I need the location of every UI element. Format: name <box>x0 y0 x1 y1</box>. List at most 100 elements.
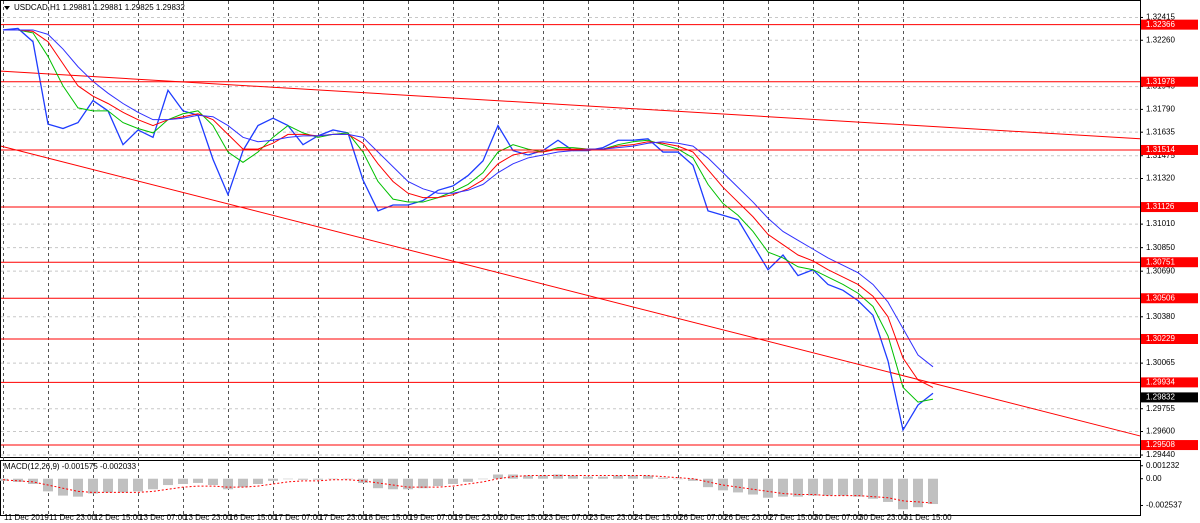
y-tick-label: 1.30690 <box>1146 266 1175 275</box>
macd-bar <box>118 478 128 493</box>
y-tick-label: 0.00 <box>1146 474 1162 483</box>
level-label: 1.30506 <box>1146 293 1175 302</box>
macd-bar <box>148 478 158 490</box>
chart-title: USDCAD,H1 1.29881 1.29881 1.29825 1.2983… <box>14 3 185 12</box>
y-tick-label: 1.29755 <box>1146 404 1175 413</box>
level-label: 1.30751 <box>1146 257 1175 266</box>
macd-bar <box>373 478 383 489</box>
macd-bar <box>103 478 113 493</box>
trend-line <box>0 70 1141 140</box>
x-tick-label: 18 Dec 15:00 <box>364 513 412 522</box>
price-line <box>3 29 934 368</box>
macd-bar <box>538 475 548 479</box>
macd-bar <box>283 478 293 480</box>
macd-bar <box>778 478 788 497</box>
y-tick-label: 1.29600 <box>1146 427 1175 436</box>
macd-bar <box>628 475 638 479</box>
macd-bar <box>748 478 758 495</box>
x-tick-label: 13 Dec 23:00 <box>184 513 232 522</box>
macd-bar <box>853 478 863 497</box>
macd-bar <box>388 478 398 490</box>
macd-bar <box>238 478 248 488</box>
signal-line <box>2 475 934 504</box>
y-tick-label: 1.30850 <box>1146 243 1175 252</box>
macd-bar <box>88 478 98 494</box>
macd-bar <box>73 478 83 497</box>
macd-bar <box>823 478 833 496</box>
menu-arrow[interactable] <box>4 6 10 10</box>
macd-bar <box>253 478 263 484</box>
level-label-bg <box>1141 76 1198 87</box>
macd-bar <box>898 478 908 510</box>
macd-bar <box>688 478 698 481</box>
macd-bar <box>478 478 488 480</box>
macd-bar <box>583 476 593 479</box>
macd-bar <box>658 477 668 479</box>
y-tick-label: 1.30065 <box>1146 358 1175 367</box>
x-tick-label: 30 Dec 07:00 <box>814 513 862 522</box>
x-tick-label: 17 Dec 07:00 <box>274 513 322 522</box>
current-price-label: 1.29832 <box>1146 393 1175 402</box>
trend-line <box>0 145 1141 437</box>
macd-bar <box>763 478 773 498</box>
x-tick-label: 23 Dec 23:00 <box>589 513 637 522</box>
price-line <box>3 29 934 388</box>
macd-bar <box>718 478 728 491</box>
x-tick-label: 26 Dec 07:00 <box>679 513 727 522</box>
macd-bar <box>13 478 23 482</box>
x-tick-label: 27 Dec 15:00 <box>769 513 817 522</box>
level-label-bg <box>1141 377 1198 388</box>
macd-bar <box>868 478 878 499</box>
level-label-bg <box>1141 333 1198 344</box>
macd-bar <box>58 478 68 496</box>
macd-bar <box>28 478 38 484</box>
price-line <box>3 29 934 403</box>
macd-bar <box>643 475 653 479</box>
macd-frame <box>0 460 1141 516</box>
current-price-bg <box>1141 392 1198 403</box>
x-tick-label: 19 Dec 07:00 <box>409 513 457 522</box>
level-label-bg <box>1141 257 1198 268</box>
macd-bar <box>808 478 818 496</box>
x-tick-label: 19 Dec 23:00 <box>454 513 502 522</box>
y-tick-label: 1.31635 <box>1146 127 1175 136</box>
macd-bar <box>703 478 713 488</box>
macd-bar <box>268 478 278 481</box>
y-tick-label: 1.31475 <box>1146 151 1175 160</box>
y-tick-label: 1.30380 <box>1146 312 1175 321</box>
x-tick-label: 17 Dec 23:00 <box>319 513 367 522</box>
y-tick-label: 1.31320 <box>1146 174 1175 183</box>
macd-bar <box>343 478 353 480</box>
level-label: 1.29508 <box>1146 440 1175 449</box>
macd-bar <box>568 475 578 479</box>
x-tick-label: 24 Dec 15:00 <box>634 513 682 522</box>
macd-bar <box>163 478 173 486</box>
macd-bar <box>448 478 458 484</box>
level-label-bg <box>1141 144 1198 155</box>
macd-bar <box>493 474 503 479</box>
y-tick-label: 1.29440 <box>1146 450 1175 459</box>
level-label: 1.31126 <box>1146 202 1175 211</box>
macd-bar <box>433 478 443 487</box>
macd-bar <box>418 478 428 489</box>
x-tick-label: 20 Dec 15:00 <box>499 513 547 522</box>
macd-bar <box>523 475 533 479</box>
macd-bar <box>403 478 413 490</box>
level-label: 1.31514 <box>1146 145 1175 154</box>
y-tick-label: 0.001232 <box>1146 461 1180 470</box>
y-tick-label: 1.31790 <box>1146 104 1175 113</box>
x-tick-label: 23 Dec 07:00 <box>544 513 592 522</box>
macd-bar <box>178 478 188 484</box>
macd-bar <box>223 478 233 490</box>
macd-bar <box>598 476 608 479</box>
macd-bar <box>463 478 473 482</box>
level-label: 1.32366 <box>1146 20 1175 29</box>
macd-bar <box>733 478 743 493</box>
macd-bar <box>133 478 143 492</box>
level-label-bg <box>1141 440 1198 451</box>
y-tick-label: 1.31010 <box>1146 219 1175 228</box>
level-label: 1.30229 <box>1146 334 1175 343</box>
level-label-bg <box>1141 19 1198 30</box>
